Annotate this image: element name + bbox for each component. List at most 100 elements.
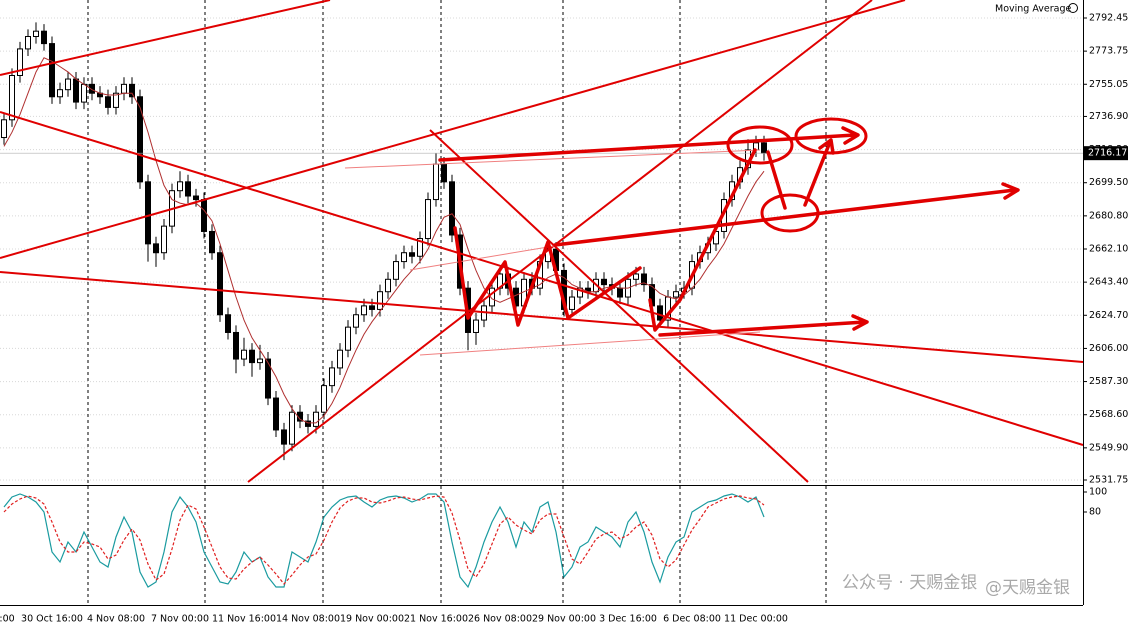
x-tick-label: 11 Dec 00:00 — [724, 614, 788, 625]
ellipse — [726, 125, 794, 165]
candle-body — [113, 92, 119, 108]
candle-body — [657, 305, 663, 321]
candle-body — [601, 278, 607, 286]
x-tick-label: 29 Nov 00:00 — [532, 614, 596, 625]
trend-line — [409, 244, 561, 271]
y-tick-label: 2549.90 — [1089, 442, 1128, 453]
y-tick-label: 2680.80 — [1089, 210, 1128, 221]
candle-body — [401, 252, 407, 263]
candle-body — [9, 74, 15, 121]
arrow-head — [818, 138, 835, 155]
candle-body — [473, 319, 479, 333]
x-tick-label: 14 Nov 08:00 — [276, 614, 340, 625]
candle-body — [321, 385, 327, 413]
trend-line — [0, 0, 906, 259]
candle-body — [673, 291, 679, 298]
candle-body — [313, 411, 319, 427]
candle-body — [761, 142, 767, 154]
candle-body — [641, 273, 647, 286]
candle-body — [345, 326, 351, 351]
candle-body — [17, 48, 23, 76]
candle-body — [161, 225, 167, 254]
arrow-head — [841, 126, 860, 145]
moving-average — [3, 57, 765, 424]
candle-body — [65, 78, 71, 91]
y-tick-label: 2531.75 — [1089, 475, 1128, 486]
arrow — [658, 320, 867, 337]
y-tick-label: 80 — [1089, 507, 1101, 518]
candle-body — [233, 331, 239, 360]
x-tick-label: 26 Nov 08:00 — [468, 614, 532, 625]
trend-line — [419, 331, 761, 356]
candle-body — [89, 83, 95, 94]
candle-body — [217, 252, 223, 316]
x-tick-label: 19 Nov 00:00 — [340, 614, 404, 625]
indicator-line — [3, 495, 765, 585]
trend-line — [429, 129, 809, 483]
y-tick-label: 2662.10 — [1089, 244, 1128, 255]
candle-body — [265, 358, 271, 399]
candle-body — [121, 83, 127, 94]
x-tick-label: 0:00 — [0, 614, 15, 625]
candle-body — [393, 261, 399, 280]
y-tick-label: 2773.75 — [1089, 46, 1128, 57]
candle-body — [41, 30, 47, 45]
candle-body — [177, 181, 183, 192]
candle-body — [489, 287, 495, 307]
candle-body — [361, 305, 367, 316]
arrow-head — [851, 314, 869, 331]
candle-body — [441, 163, 447, 183]
candle-body — [273, 397, 279, 431]
candle-body — [153, 243, 159, 254]
trend-line — [0, 111, 1084, 446]
grid-layer — [0, 17, 1083, 481]
candle-body — [417, 238, 423, 257]
y-tick-label: 2699.50 — [1089, 177, 1128, 188]
candle-body — [425, 199, 431, 240]
candle-body — [25, 36, 31, 50]
ellipse — [760, 193, 820, 233]
zigzag — [453, 226, 642, 327]
drawings — [0, 0, 1084, 483]
arrow — [438, 133, 857, 162]
trend-line — [0, 0, 331, 76]
candle-body — [617, 287, 623, 298]
y-tick-label: 2755.05 — [1089, 79, 1128, 90]
candle-body — [145, 181, 151, 245]
arrow — [553, 188, 1017, 247]
y-tick-label: 2587.30 — [1089, 376, 1128, 387]
candle-body — [257, 358, 263, 364]
y-tick-label: 2568.60 — [1089, 409, 1128, 420]
y-tick-label: 2624.70 — [1089, 310, 1128, 321]
candle-body — [225, 314, 231, 333]
candle-body — [289, 411, 295, 445]
close-icon[interactable] — [1068, 3, 1078, 13]
x-tick-label: 7 Nov 00:00 — [151, 614, 209, 625]
candle-body — [49, 43, 55, 98]
x-tick-label: 3 Dec 16:00 — [599, 614, 657, 625]
candle-body — [449, 181, 455, 236]
candle-body — [337, 349, 343, 369]
x-tick-label: 11 Nov 16:00 — [212, 614, 276, 625]
candle-body — [193, 195, 199, 201]
candle-body — [129, 83, 135, 98]
candle-body — [569, 296, 575, 310]
candle-body — [81, 83, 87, 103]
candle-body — [73, 78, 79, 103]
candle-body — [241, 349, 247, 360]
ellipse — [794, 117, 868, 155]
watermark: 公众号 · 天赐金银 — [842, 573, 977, 593]
candle-body — [281, 429, 287, 445]
x-tick-label: 4 Nov 08:00 — [87, 614, 145, 625]
candle-body — [1, 119, 7, 139]
candle-body — [385, 278, 391, 293]
candle-body — [369, 305, 375, 310]
watermark: @天赐金银 — [985, 578, 1070, 598]
candle-body — [633, 273, 639, 280]
candle-body — [409, 252, 415, 257]
y-tick-label: 2606.00 — [1089, 343, 1128, 354]
indicator-line — [3, 493, 765, 589]
y-tick-label: 2736.90 — [1089, 111, 1128, 122]
candle-body — [185, 181, 191, 197]
